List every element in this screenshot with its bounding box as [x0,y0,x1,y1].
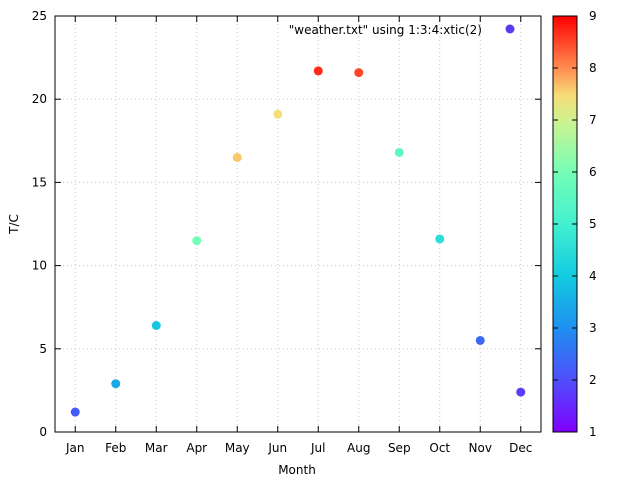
x-tick-label: Feb [105,441,126,455]
data-point-jun [273,109,283,119]
data-point-feb [111,379,121,389]
x-tick-label: Aug [347,441,370,455]
y-tick-label: 0 [39,425,47,439]
data-point-apr [192,236,202,246]
data-point-oct [435,234,445,244]
y-tick-labels: 0 5 10 15 20 25 [32,9,47,439]
x-tick-labels: Jan Feb Mar Apr May Jun Jul Aug Sep Oct Nov Dec [65,441,532,455]
axis-ticks [55,15,541,433]
data-point-jul [313,66,323,76]
x-tick-label: Sep [388,441,411,455]
x-tick-label: Dec [509,441,532,455]
colorbar-tick-label: 8 [589,61,597,75]
data-point-sep [394,147,404,157]
x-tick-label: Apr [186,441,207,455]
colorbar-tick-label: 3 [589,321,597,335]
colorbar-tick-label: 1 [589,425,597,439]
data-point-nov [475,335,485,345]
data-point-may [232,152,242,162]
x-tick-label: Jul [310,441,325,455]
y-tick-label: 10 [32,259,47,273]
x-tick-label: Jun [267,441,287,455]
colorbar-tick-label: 7 [589,113,597,127]
data-point-dec [516,387,526,397]
x-axis-title: Month [278,463,316,477]
x-tick-label: Nov [469,441,492,455]
x-tick-label: May [225,441,250,455]
data-point-jan [70,407,80,417]
colorbar-tick-label: 2 [589,373,597,387]
colorbar-ticks: 1 2 3 4 5 6 7 8 9 [553,9,597,439]
y-tick-label: 20 [32,92,47,106]
data-points [70,66,526,417]
legend-entry-text: "weather.txt" using 1:3:4:xtic(2) [289,23,482,37]
x-tick-label: Jan [65,441,85,455]
x-tick-label: Mar [145,441,168,455]
plot-frame [54,15,542,433]
y-axis-title: T/C [7,214,21,235]
y-tick-label: 25 [32,9,47,23]
legend-marker [505,24,515,34]
data-point-mar [151,321,161,331]
colorbar-tick-label: 4 [589,269,597,283]
y-tick-label: 5 [39,342,47,356]
colorbar-tick-label: 9 [589,9,597,23]
y-tick-label: 15 [32,175,47,189]
colorbar-tick-label: 6 [589,165,597,179]
x-tick-label: Oct [429,441,450,455]
data-point-aug [354,68,364,78]
colorbar-tick-label: 5 [589,217,597,231]
grid-lines [55,16,541,432]
